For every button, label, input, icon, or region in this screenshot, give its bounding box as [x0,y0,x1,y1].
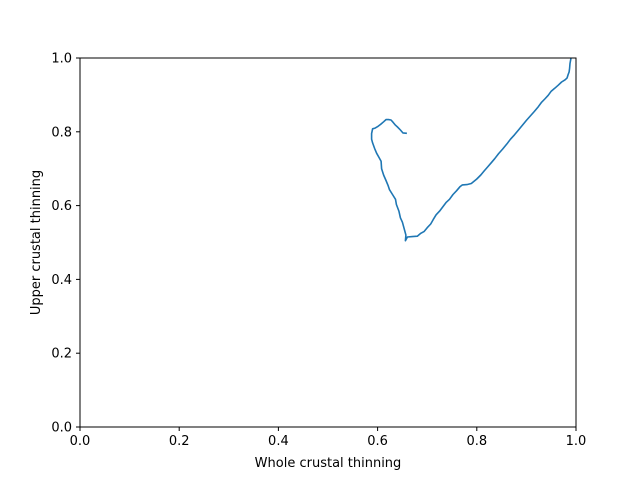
x-axis-label: Whole crustal thinning [255,456,402,471]
x-tick-label: 0.8 [466,434,487,449]
x-tick-label: 0.6 [367,434,388,449]
x-tick-label: 0.4 [268,434,289,449]
y-axis-ticks: 0.0 0.2 0.4 0.6 0.8 1.0 [51,52,80,436]
y-tick-label: 0.6 [51,199,72,214]
series-line [370,57,572,242]
x-tick-label: 1.0 [566,434,587,449]
y-tick-label: 0.2 [51,347,72,362]
y-tick-label: 0.4 [51,273,72,288]
x-tick-label: 0.0 [70,434,91,449]
x-axis-ticks: 0.0 0.2 0.4 0.6 0.8 1.0 [70,427,587,449]
y-tick-label: 1.0 [51,52,72,67]
y-tick-label: 0.8 [51,125,72,140]
data-layer [370,57,572,242]
y-axis-label: Upper crustal thinning [29,170,44,315]
y-tick-label: 0.0 [51,421,72,436]
x-tick-label: 0.2 [169,434,190,449]
axes-frame [79,57,577,428]
plot-area [80,58,576,427]
